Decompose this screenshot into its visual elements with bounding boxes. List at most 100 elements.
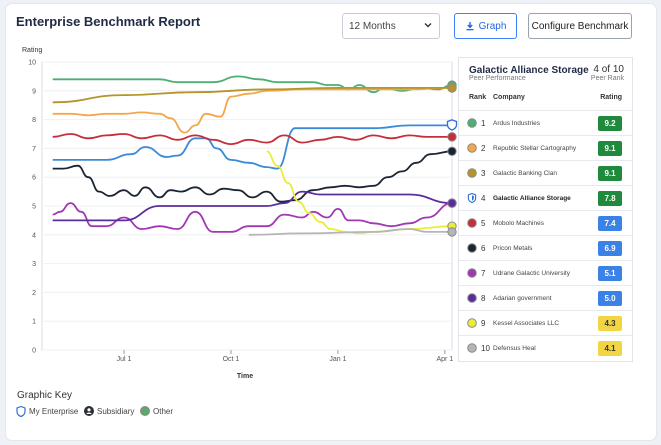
panel-title: Galactic Alliance Storage [469, 65, 589, 76]
series-line-4 [52, 124, 452, 170]
rating-badge: 5.1 [598, 266, 622, 281]
circle-icon [467, 343, 477, 353]
peer-rank: 10 [481, 344, 490, 353]
legend-subsidiary: Subsidiary [84, 406, 134, 416]
x-tick-label: Jan 1 [329, 356, 346, 363]
peer-rank: 1 [481, 119, 486, 128]
peer-row[interactable]: 9 Kessel Associates LLC 4.3 [459, 310, 632, 335]
legend-other: Other [140, 406, 173, 416]
shield-icon [16, 406, 26, 417]
peer-row[interactable]: 6 Pricon Metals 6.9 [459, 235, 632, 260]
rating-badge: 4.3 [598, 316, 622, 331]
rating-badge: 9.2 [598, 116, 622, 131]
peer-company: Defensus Heal [493, 345, 536, 352]
series-end-marker [446, 119, 458, 131]
shield-icon [467, 193, 477, 203]
circle-icon [467, 168, 477, 178]
peer-rank: 4 [481, 194, 486, 203]
y-tick-label: 0 [32, 348, 36, 355]
series-line-5 [52, 133, 452, 145]
peer-company: Galactic Banking Clan [493, 170, 557, 177]
rating-badge: 9.1 [598, 166, 622, 181]
configure-benchmark-label: Configure Benchmark [531, 20, 629, 32]
chevron-down-icon [424, 23, 432, 28]
person-icon [84, 406, 94, 416]
peer-row[interactable]: 4 Galactic Alliance Storage 7.8 [459, 185, 632, 210]
series-line-6 [52, 150, 453, 203]
peer-row[interactable]: 3 Galactic Banking Clan 9.1 [459, 160, 632, 185]
rating-badge: 6.9 [598, 241, 622, 256]
series-line-3 [52, 87, 452, 104]
peer-company: Pricon Metals [493, 245, 533, 252]
peer-row[interactable]: 1 Ardus Industries 9.2 [459, 110, 632, 135]
y-tick-label: 2 [32, 290, 36, 297]
series-end-marker [447, 132, 457, 142]
rating-badge: 4.1 [598, 341, 622, 356]
series-line-8 [52, 190, 453, 222]
rating-badge: 5.0 [598, 291, 622, 306]
peer-company: Mobolo Machines [493, 220, 544, 227]
panel-subtitle: Peer Performance [469, 75, 526, 82]
peer-rank: 9 [481, 319, 486, 328]
rating-badge: 9.1 [598, 141, 622, 156]
col-company-header: Company [493, 94, 525, 101]
y-axis-label: Rating [22, 47, 42, 54]
period-select-value: 12 Months [349, 21, 396, 32]
peer-company: Adarian government [493, 295, 552, 302]
y-tick-label: 1 [32, 319, 36, 326]
y-tick-label: 7 [32, 146, 36, 153]
peer-row[interactable]: 10 Defensus Heal 4.1 [459, 335, 632, 360]
peer-row[interactable]: 7 Udrane Galactic University 5.1 [459, 260, 632, 285]
peer-rank-label: Peer Rank [590, 75, 624, 82]
legend-label: Subsidiary [97, 406, 135, 416]
y-tick-label: 4 [32, 232, 36, 239]
period-select[interactable]: 12 Months [342, 13, 440, 39]
graph-button[interactable]: Graph [454, 13, 517, 39]
y-tick-label: 5 [32, 204, 36, 211]
x-axis-label: Time [237, 373, 253, 380]
circle-icon [467, 218, 477, 228]
col-rating-header: Rating [600, 94, 622, 101]
page-title: Enterprise Benchmark Report [16, 14, 201, 29]
peer-rank: 7 [481, 269, 486, 278]
configure-benchmark-button[interactable]: Configure Benchmark [528, 13, 632, 39]
peer-rank: 5 [481, 219, 486, 228]
peer-rank-value: 4 of 10 [593, 64, 624, 75]
y-tick-label: 8 [32, 117, 36, 124]
col-rank-header: Rank [469, 94, 487, 101]
series-line-1 [52, 75, 453, 94]
x-tick-label: Oct 1 [223, 356, 240, 363]
peer-company: Kessel Associates LLC [493, 320, 560, 327]
graph-button-label: Graph [478, 20, 507, 32]
rating-badge: 7.8 [598, 191, 622, 206]
graphic-key-title: Graphic Key [17, 390, 73, 401]
y-tick-label: 6 [32, 175, 36, 182]
peer-row[interactable]: 2 Republic Stellar Cartography 9.1 [459, 135, 632, 160]
rating-line-chart: Rating 0 1 2 3 4 5 6 7 8 9 10 Jul 1 Oct 1 Jan 1 Apr 1 Ti… [22, 47, 458, 380]
series-end-marker [447, 146, 457, 156]
peer-company: Udrane Galactic University [493, 270, 570, 277]
peer-rank: 6 [481, 244, 486, 253]
peer-row[interactable]: 5 Mobolo Machines 7.4 [459, 210, 632, 235]
series-line-7 [52, 202, 453, 233]
peer-row[interactable]: 8 Adarian government 5.0 [459, 285, 632, 310]
legend-label: My Enterprise [29, 407, 79, 416]
circle-icon [467, 243, 477, 253]
peer-rank: 8 [481, 294, 486, 303]
y-tick-label: 10 [28, 60, 36, 67]
series-end-marker [447, 83, 457, 93]
circle-icon [467, 268, 477, 278]
legend-my-enterprise: My Enterprise [16, 406, 78, 417]
circle-icon [140, 406, 150, 416]
peer-company: Galactic Alliance Storage [493, 195, 571, 202]
circle-icon [467, 143, 477, 153]
peer-rank: 2 [481, 144, 486, 153]
peer-company: Republic Stellar Cartography [493, 145, 577, 152]
legend-label: Other [153, 406, 174, 416]
rating-badge: 7.4 [598, 216, 622, 231]
circle-icon [467, 118, 477, 128]
peer-rank: 3 [481, 169, 486, 178]
circle-icon [467, 318, 477, 328]
series-line-2 [52, 87, 453, 134]
y-tick-label: 3 [32, 261, 36, 268]
